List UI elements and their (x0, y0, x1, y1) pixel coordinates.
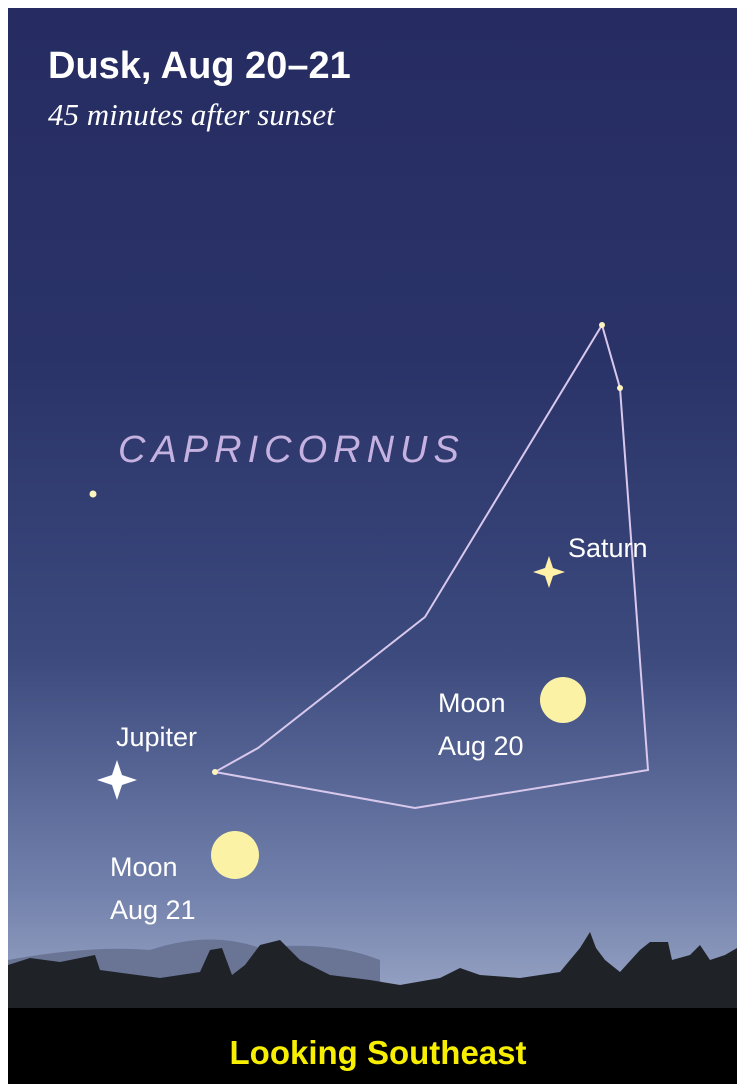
constellation-label: CAPRICORNUS (118, 429, 465, 471)
footer-label: Looking Southeast (230, 1034, 527, 1071)
star (212, 769, 218, 775)
moon-label: Moon (438, 688, 506, 718)
moon-date: Aug 20 (438, 731, 524, 761)
star (617, 385, 623, 391)
title: Dusk, Aug 20–21 (48, 45, 351, 87)
sky-chart: Dusk, Aug 20–21 45 minutes after sunset … (0, 0, 745, 1091)
moon-label: Moon (110, 852, 178, 882)
planet-label: Saturn (568, 533, 648, 563)
planet-label: Jupiter (116, 722, 197, 752)
star (599, 322, 605, 328)
moon-date: Aug 21 (110, 895, 196, 925)
subtitle: 45 minutes after sunset (48, 97, 336, 132)
moon-icon (211, 831, 259, 879)
star (90, 491, 97, 498)
moon-icon (540, 677, 586, 723)
